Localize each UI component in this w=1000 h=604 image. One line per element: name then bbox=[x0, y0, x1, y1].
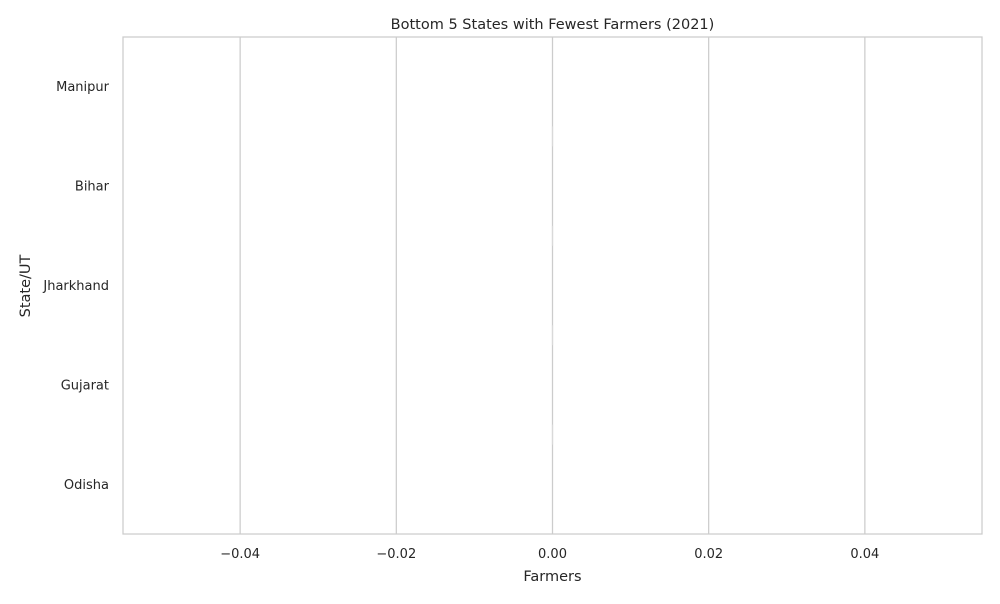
x-tick-label: −0.04 bbox=[220, 547, 260, 562]
y-tick-label: Gujarat bbox=[61, 378, 109, 393]
x-tick-label: 0.04 bbox=[850, 547, 879, 562]
chart-title: Bottom 5 States with Fewest Farmers (202… bbox=[391, 17, 715, 33]
plot-frame bbox=[122, 36, 983, 535]
y-tick-label: Jharkhand bbox=[42, 279, 109, 294]
x-tick-label: 0.00 bbox=[538, 547, 567, 562]
y-tick-label: Bihar bbox=[75, 180, 110, 195]
x-tick-labels: −0.04 −0.02 0.00 0.02 0.04 bbox=[220, 547, 879, 562]
x-axis-label: Farmers bbox=[523, 569, 581, 585]
y-tick-labels: Manipur Bihar Jharkhand Gujarat Odisha bbox=[42, 80, 109, 493]
x-tick-label: −0.02 bbox=[376, 547, 416, 562]
y-tick-label: Manipur bbox=[56, 80, 110, 95]
y-axis-label: State/UT bbox=[18, 254, 34, 317]
x-tick-label: 0.02 bbox=[694, 547, 723, 562]
y-tick-label: Odisha bbox=[64, 478, 109, 493]
grid-layer bbox=[239, 37, 866, 534]
